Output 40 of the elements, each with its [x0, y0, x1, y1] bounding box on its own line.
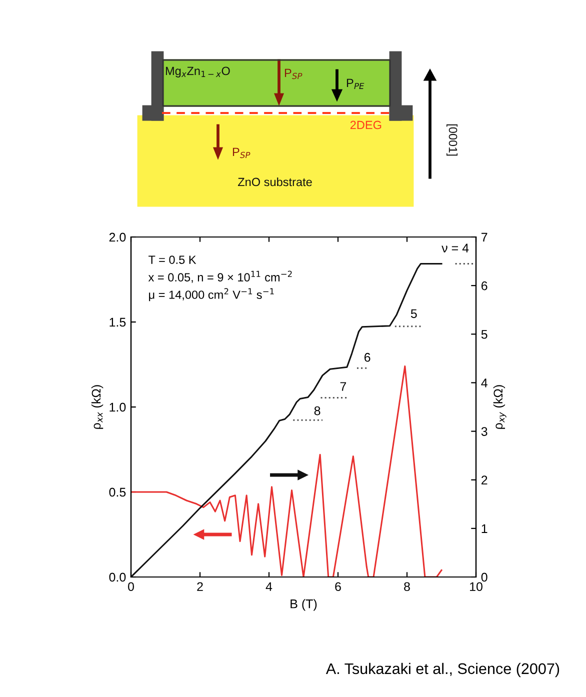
y2-tick-label: 2 — [481, 476, 488, 484]
y-tick-label: 2.0 — [109, 232, 126, 242]
y2-tick-label: 4 — [481, 378, 488, 388]
text: P$_{PE}$ — [346, 78, 364, 89]
y-axis-title: ρ$_{xx}$ (kΩ) — [91, 385, 104, 429]
annotation: μ = 14,000 cm$^{2}$ V$^{−1}$ s$^{−1}$ — [149, 288, 274, 302]
x-tick-label: 0 — [128, 582, 134, 592]
annotation: 7 — [340, 382, 346, 391]
y-tick-label: 0.5 — [109, 488, 126, 497]
text: P$_{SP}$ — [232, 148, 250, 158]
x-tick-label: 2 — [197, 582, 203, 591]
annotation: ν = 4 — [442, 244, 469, 252]
annotation: T = 0.5 K — [148, 256, 196, 264]
text: A. Tsukazaki et al., Science (2007) — [326, 662, 560, 678]
annotation: x = 0.05, n = 9 × 10$^{11}$ cm$^{−2}$ — [148, 270, 292, 283]
y2-tick-label: 7 — [482, 232, 488, 242]
text: Mg$_{x}$Zn$_{1−x}$O — [166, 66, 230, 78]
annotation: 5 — [410, 309, 417, 318]
x-tick-label: 10 — [470, 582, 482, 592]
x-tick-label: 8 — [404, 582, 410, 592]
y-tick-label: 1.5 — [110, 318, 126, 327]
y2-tick-label: 5 — [481, 330, 488, 339]
y-tick-label: 0.0 — [109, 572, 126, 582]
x-tick-label: 6 — [335, 582, 341, 592]
y2-tick-label: 1 — [482, 524, 488, 533]
annotation: 6 — [364, 352, 370, 362]
y2-tick-label: 0 — [481, 572, 488, 582]
line-series — [131, 262, 442, 577]
text: ZnO substrate — [238, 178, 312, 186]
y2-axis-title: ρ$_{xy}$ (kΩ) — [493, 385, 506, 429]
text: 2DEG — [350, 120, 382, 130]
text: P$_{SP}$ — [284, 68, 302, 80]
x-axis-title: B (T) — [290, 599, 317, 611]
y-tick-label: 1.0 — [110, 402, 126, 412]
y2-tick-label: 3 — [481, 427, 488, 436]
y2-tick-label: 6 — [481, 281, 488, 290]
x-tick-label: 4 — [266, 582, 272, 591]
text: [0001] — [446, 124, 458, 156]
annotation: 8 — [314, 406, 320, 416]
line-series — [131, 365, 442, 577]
